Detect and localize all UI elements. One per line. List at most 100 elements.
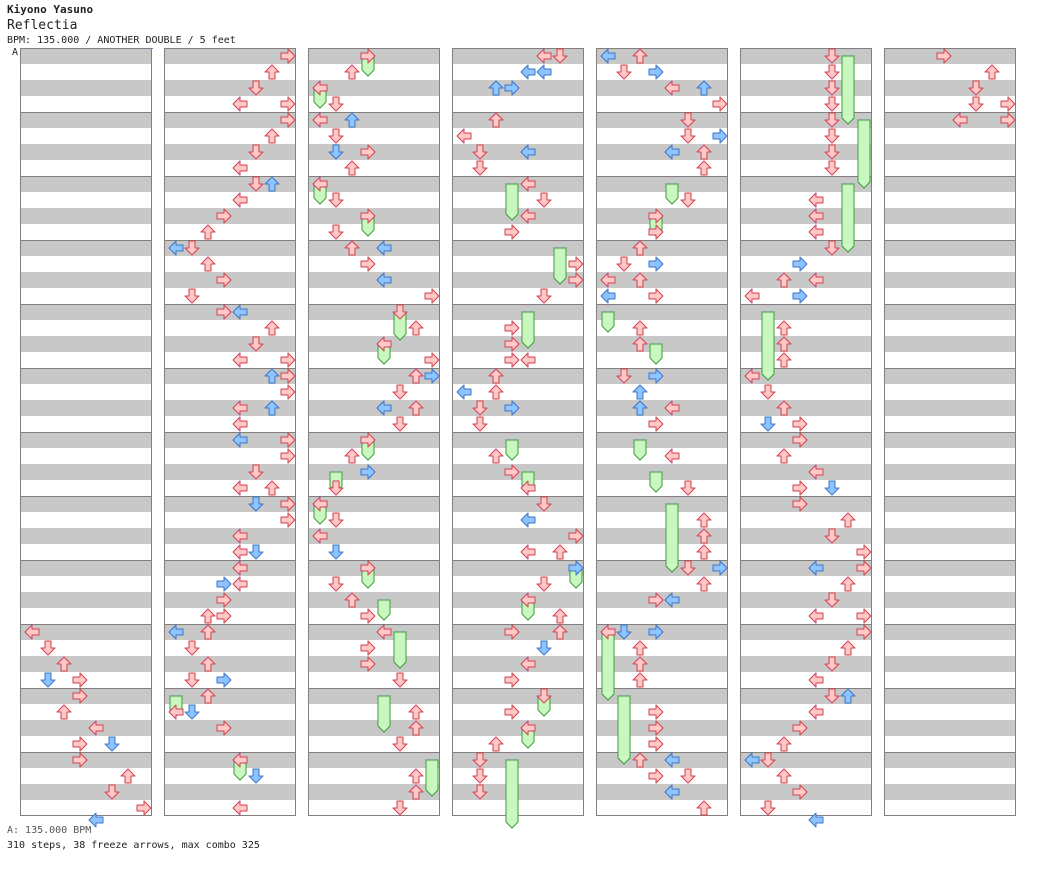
step-arrow-down	[760, 416, 776, 432]
beat-stripe	[164, 624, 296, 640]
step-arrow-right	[360, 48, 376, 64]
step-arrow-right	[504, 704, 520, 720]
step-arrow-down	[328, 192, 344, 208]
beat-stripe	[740, 400, 872, 416]
freeze-arrow-body	[633, 439, 647, 461]
step-arrow-down	[824, 80, 840, 96]
step-arrow-down	[536, 192, 552, 208]
step-arrow-up	[344, 448, 360, 464]
step-arrow-up	[776, 336, 792, 352]
step-arrow-right	[72, 752, 88, 768]
step-arrow-down	[184, 672, 200, 688]
beat-stripe	[596, 112, 728, 128]
step-arrow-right	[792, 256, 808, 272]
beat-stripe	[20, 144, 152, 160]
step-arrow-up	[408, 368, 424, 384]
step-arrow-left	[376, 400, 392, 416]
step-arrow-left	[600, 624, 616, 640]
step-arrow-right	[360, 560, 376, 576]
step-arrow-right	[216, 592, 232, 608]
step-arrow-up	[200, 608, 216, 624]
step-arrow-right	[504, 336, 520, 352]
step-arrow-left	[520, 656, 536, 672]
step-arrow-right	[648, 288, 664, 304]
beat-stripe	[308, 592, 440, 608]
step-arrow-down	[824, 64, 840, 80]
beat-stripe	[20, 240, 152, 256]
beat-stripe	[20, 80, 152, 96]
step-arrow-up	[696, 528, 712, 544]
step-arrow-up	[632, 320, 648, 336]
step-arrow-up	[344, 592, 360, 608]
beat-stripe	[596, 528, 728, 544]
step-arrow-up	[776, 768, 792, 784]
step-arrow-down	[824, 240, 840, 256]
step-arrow-down	[680, 768, 696, 784]
beat-stripe	[20, 400, 152, 416]
step-arrow-left	[376, 240, 392, 256]
step-arrow-down	[968, 96, 984, 112]
step-arrow-left	[664, 144, 680, 160]
step-arrow-down	[328, 96, 344, 112]
freeze-arrow-body	[377, 695, 391, 733]
step-arrow-up	[632, 272, 648, 288]
step-arrow-up	[264, 400, 280, 416]
step-arrow-left	[808, 672, 824, 688]
step-arrow-up	[632, 48, 648, 64]
step-arrow-down	[328, 144, 344, 160]
step-arrow-right	[936, 48, 952, 64]
freeze-arrow-body	[377, 599, 391, 621]
step-arrow-up	[264, 176, 280, 192]
step-arrow-up	[776, 352, 792, 368]
step-arrow-up	[696, 544, 712, 560]
step-arrow-up	[696, 576, 712, 592]
step-arrow-left	[808, 224, 824, 240]
step-arrow-right	[136, 800, 152, 816]
beat-stripe	[884, 144, 1016, 160]
step-arrow-down	[760, 752, 776, 768]
step-arrow-right	[504, 672, 520, 688]
step-arrow-left	[456, 128, 472, 144]
beat-stripe	[740, 176, 872, 192]
step-arrow-left	[88, 812, 104, 828]
step-arrow-down	[760, 384, 776, 400]
step-arrow-left	[664, 784, 680, 800]
step-arrow-right	[360, 640, 376, 656]
step-arrow-right	[856, 560, 872, 576]
step-arrow-up	[408, 768, 424, 784]
step-arrow-down	[552, 48, 568, 64]
freeze-arrow-body	[521, 311, 535, 349]
step-arrow-right	[216, 272, 232, 288]
beat-stripe	[452, 560, 584, 576]
step-arrow-down	[184, 704, 200, 720]
step-arrow-down	[328, 128, 344, 144]
step-arrow-down	[536, 496, 552, 512]
step-arrow-left	[456, 384, 472, 400]
beat-stripe	[20, 304, 152, 320]
step-arrow-up	[200, 688, 216, 704]
step-arrow-down	[328, 480, 344, 496]
step-arrow-down	[328, 544, 344, 560]
beat-stripe	[596, 240, 728, 256]
step-arrow-right	[648, 736, 664, 752]
step-arrow-left	[808, 272, 824, 288]
beat-stripe	[452, 592, 584, 608]
step-arrow-up	[696, 800, 712, 816]
beat-stripe	[740, 112, 872, 128]
step-arrow-up	[696, 144, 712, 160]
step-arrow-right	[424, 352, 440, 368]
beat-stripe	[452, 304, 584, 320]
step-arrow-down	[680, 112, 696, 128]
step-arrow-up	[488, 112, 504, 128]
beat-stripe	[308, 752, 440, 768]
step-arrow-right	[280, 384, 296, 400]
step-arrow-left	[536, 48, 552, 64]
step-arrow-down	[616, 64, 632, 80]
beat-stripe	[308, 496, 440, 512]
step-arrow-up	[984, 64, 1000, 80]
step-arrow-up	[552, 608, 568, 624]
beat-stripe	[740, 272, 872, 288]
beat-stripe	[452, 144, 584, 160]
step-arrow-down	[536, 576, 552, 592]
step-arrow-down	[472, 400, 488, 416]
